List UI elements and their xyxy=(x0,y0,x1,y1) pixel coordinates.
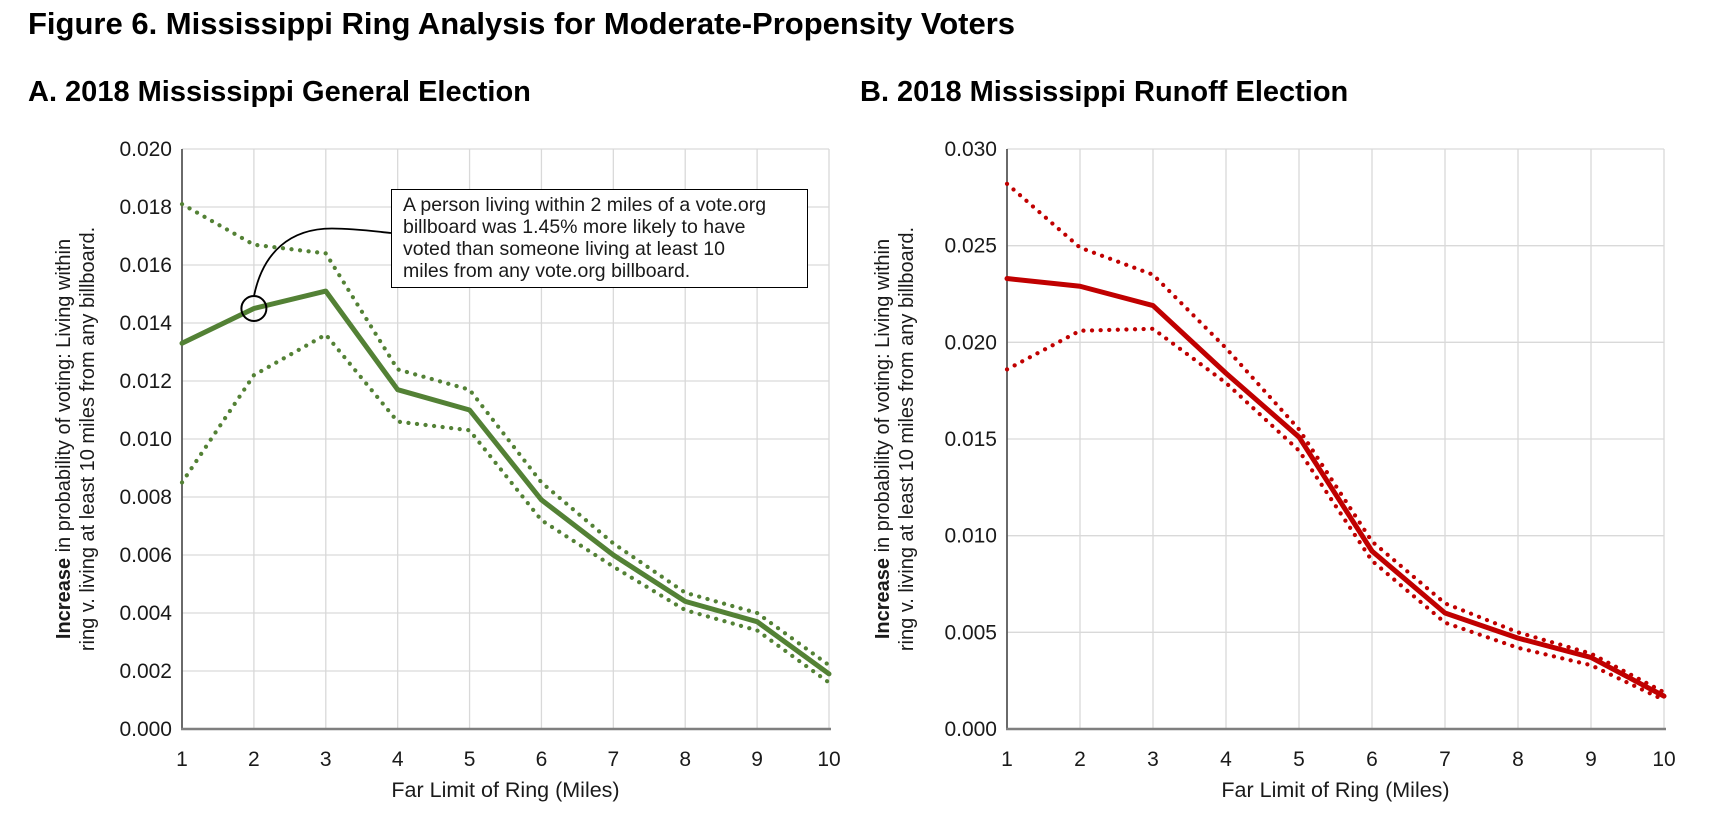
y-axis-title: ring v. living at least 10 miles from an… xyxy=(77,227,99,651)
x-tick-label: 2 xyxy=(248,748,260,771)
annotation-line: A person living within 2 miles of a vote… xyxy=(403,194,767,216)
y-tick-label: 0.020 xyxy=(944,331,997,354)
x-tick-label: 6 xyxy=(1366,748,1378,771)
annotation-line: voted than someone living at least 10 xyxy=(403,238,725,260)
panel-a-plot: 0.000 0.002 0.004 0.006 0.008 0.010 0.012 0.014… xyxy=(53,138,841,802)
panel-a-title: A. 2018 Mississippi General Election xyxy=(28,76,531,108)
annotation-box: A person living within 2 miles of a vote… xyxy=(391,189,808,288)
y-tick-label: 0.008 xyxy=(119,486,172,509)
figure-title: Figure 6. Mississippi Ring Analysis for … xyxy=(28,6,1016,41)
y-tick-label: 0.002 xyxy=(119,660,172,683)
series-upper_bound xyxy=(179,202,832,668)
x-tick-label: 2 xyxy=(1074,748,1086,771)
annotation-line: billboard was 1.45% more likely to have xyxy=(403,216,746,238)
x-tick-label: 4 xyxy=(1220,748,1232,771)
y-tick-label: 0.030 xyxy=(944,138,997,161)
callout-circle xyxy=(240,295,268,322)
callout-leader-line xyxy=(253,227,392,297)
annotation-line: miles from any vote.org billboard. xyxy=(403,260,691,282)
y-tick-label: 0.018 xyxy=(119,196,172,219)
x-tick-label: 6 xyxy=(536,748,548,771)
y-axis-title: ring v. living at least 10 miles from an… xyxy=(896,227,918,651)
y-axis-title: Increase in probability of voting: Livin… xyxy=(872,239,894,639)
series-upper_bound xyxy=(1004,181,1667,695)
series-estimate xyxy=(1004,276,1667,699)
x-tick-label: 1 xyxy=(1001,748,1013,771)
panel-b-plot: 0.000 0.005 0.010 0.015 0.020 0.025 0.030 1 2 3 4 5… xyxy=(872,138,1676,802)
x-tick-label: 8 xyxy=(679,748,691,771)
y-tick-label: 0.015 xyxy=(944,428,997,451)
x-tick-label: 3 xyxy=(1147,748,1159,771)
x-tick-label: 8 xyxy=(1512,748,1524,771)
x-tick-label: 4 xyxy=(392,748,404,771)
series-estimate xyxy=(179,288,832,677)
x-tick-label: 10 xyxy=(817,748,840,771)
y-tick-label: 0.012 xyxy=(119,370,172,393)
x-tick-label: 9 xyxy=(751,748,763,771)
x-tick-label: 3 xyxy=(320,748,332,771)
x-axis-title: Far Limit of Ring (Miles) xyxy=(1221,778,1449,802)
y-axis-title: Increase in probability of voting: Livin… xyxy=(53,239,75,639)
x-tick-label: 9 xyxy=(1585,748,1597,771)
y-tick-label: 0.014 xyxy=(119,312,172,335)
y-tick-label: 0.000 xyxy=(119,718,172,741)
y-tick-label: 0.000 xyxy=(944,718,997,741)
x-axis-title: Far Limit of Ring (Miles) xyxy=(391,778,619,802)
series-lower_bound xyxy=(179,331,832,685)
x-tick-label: 5 xyxy=(1293,748,1305,771)
y-tick-label: 0.005 xyxy=(944,621,997,644)
y-tick-label: 0.006 xyxy=(119,544,172,567)
x-tick-label: 5 xyxy=(464,748,476,771)
series-lower_bound xyxy=(1004,326,1667,703)
y-tick-label: 0.010 xyxy=(944,525,997,548)
panel-b-title: B. 2018 Mississippi Runoff Election xyxy=(860,76,1349,108)
x-tick-label: 1 xyxy=(176,748,188,771)
y-tick-label: 0.020 xyxy=(119,138,172,161)
y-tick-label: 0.016 xyxy=(119,254,172,277)
y-tick-label: 0.010 xyxy=(119,428,172,451)
x-tick-label: 7 xyxy=(1439,748,1451,771)
y-tick-label: 0.004 xyxy=(119,602,172,625)
x-tick-label: 10 xyxy=(1652,748,1675,771)
y-tick-label: 0.025 xyxy=(944,235,997,258)
x-tick-label: 7 xyxy=(607,748,619,771)
